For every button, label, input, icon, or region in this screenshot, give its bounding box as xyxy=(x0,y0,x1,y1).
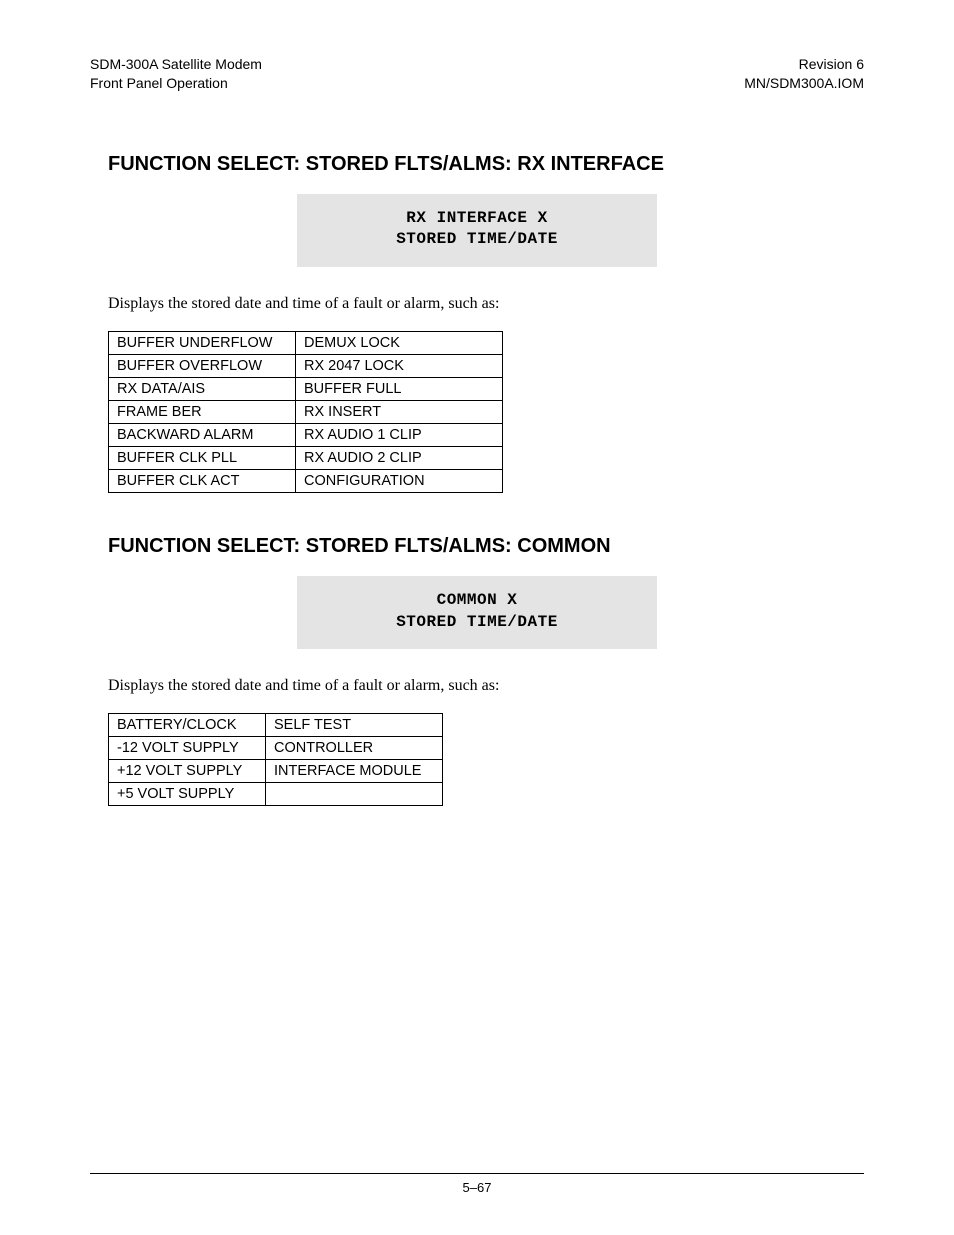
table-cell: BATTERY/CLOCK xyxy=(109,714,266,737)
section2-heading: FUNCTION SELECT: STORED FLTS/ALMS: COMMO… xyxy=(108,535,846,558)
lcd-line2: STORED TIME/DATE xyxy=(307,229,647,251)
section2-lcd-display: COMMON X STORED TIME/DATE xyxy=(297,576,657,649)
header-subtitle: Front Panel Operation xyxy=(90,74,262,93)
table-cell: BUFFER CLK ACT xyxy=(109,469,296,492)
table-cell: +5 VOLT SUPPLY xyxy=(109,783,266,806)
table-cell: CONTROLLER xyxy=(266,737,443,760)
table-cell: -12 VOLT SUPPLY xyxy=(109,737,266,760)
table-row: BUFFER UNDERFLOWDEMUX LOCK xyxy=(109,331,503,354)
table-row: +12 VOLT SUPPLYINTERFACE MODULE xyxy=(109,760,443,783)
header-right: Revision 6 MN/SDM300A.IOM xyxy=(744,55,864,93)
table-cell: INTERFACE MODULE xyxy=(266,760,443,783)
table-row: BACKWARD ALARMRX AUDIO 1 CLIP xyxy=(109,423,503,446)
table-cell: BUFFER OVERFLOW xyxy=(109,354,296,377)
table-cell: BUFFER FULL xyxy=(296,377,503,400)
lcd-line1: RX INTERFACE X xyxy=(307,208,647,230)
table-cell: RX AUDIO 1 CLIP xyxy=(296,423,503,446)
table-row: BUFFER CLK ACTCONFIGURATION xyxy=(109,469,503,492)
lcd-line1: COMMON X xyxy=(307,590,647,612)
table-row: BUFFER OVERFLOWRX 2047 LOCK xyxy=(109,354,503,377)
header-docid: MN/SDM300A.IOM xyxy=(744,74,864,93)
table-cell: BACKWARD ALARM xyxy=(109,423,296,446)
table-row: +5 VOLT SUPPLY xyxy=(109,783,443,806)
section1-heading: FUNCTION SELECT: STORED FLTS/ALMS: RX IN… xyxy=(108,153,846,176)
table-cell: RX AUDIO 2 CLIP xyxy=(296,446,503,469)
page-header: SDM-300A Satellite Modem Front Panel Ope… xyxy=(90,55,864,93)
section1-table: BUFFER UNDERFLOWDEMUX LOCK BUFFER OVERFL… xyxy=(108,331,503,493)
header-revision: Revision 6 xyxy=(744,55,864,74)
page: SDM-300A Satellite Modem Front Panel Ope… xyxy=(0,0,954,1235)
table-cell: BUFFER CLK PLL xyxy=(109,446,296,469)
table-cell: SELF TEST xyxy=(266,714,443,737)
section2-table: BATTERY/CLOCKSELF TEST -12 VOLT SUPPLYCO… xyxy=(108,713,443,806)
table-cell: RX DATA/AIS xyxy=(109,377,296,400)
table-cell: CONFIGURATION xyxy=(296,469,503,492)
header-product: SDM-300A Satellite Modem xyxy=(90,55,262,74)
header-left: SDM-300A Satellite Modem Front Panel Ope… xyxy=(90,55,262,93)
page-footer: 5–67 xyxy=(90,1173,864,1195)
table-row: BATTERY/CLOCKSELF TEST xyxy=(109,714,443,737)
table-row: RX DATA/AISBUFFER FULL xyxy=(109,377,503,400)
table-cell: RX INSERT xyxy=(296,400,503,423)
table-row: BUFFER CLK PLLRX AUDIO 2 CLIP xyxy=(109,446,503,469)
table-cell: BUFFER UNDERFLOW xyxy=(109,331,296,354)
table-row: FRAME BERRX INSERT xyxy=(109,400,503,423)
page-number: 5–67 xyxy=(463,1180,492,1195)
table-cell: RX 2047 LOCK xyxy=(296,354,503,377)
table-cell: FRAME BER xyxy=(109,400,296,423)
content-area: FUNCTION SELECT: STORED FLTS/ALMS: RX IN… xyxy=(90,153,864,806)
table-cell: DEMUX LOCK xyxy=(296,331,503,354)
table-cell: +12 VOLT SUPPLY xyxy=(109,760,266,783)
table-row: -12 VOLT SUPPLYCONTROLLER xyxy=(109,737,443,760)
table-cell xyxy=(266,783,443,806)
lcd-line2: STORED TIME/DATE xyxy=(307,612,647,634)
section2-intro: Displays the stored date and time of a f… xyxy=(108,677,846,695)
section1-intro: Displays the stored date and time of a f… xyxy=(108,295,846,313)
section1-lcd-display: RX INTERFACE X STORED TIME/DATE xyxy=(297,194,657,267)
